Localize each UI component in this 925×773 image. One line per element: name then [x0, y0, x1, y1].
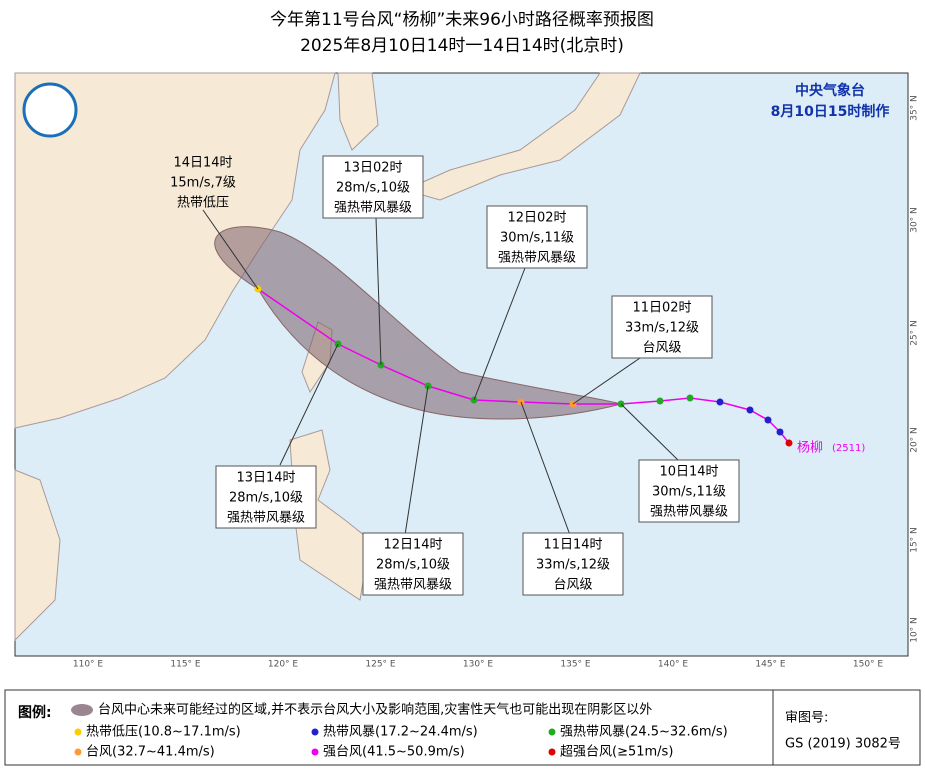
callout-text: 28m/s,10级 — [376, 558, 450, 573]
agency: 中央气象台 — [795, 82, 865, 99]
lon-label: 120° E — [268, 660, 299, 670]
map — [14, 72, 909, 657]
callout-text: 15m/s,7级 — [170, 176, 236, 191]
legend-item: 热带风暴(17.2~24.4m/s) — [323, 725, 478, 740]
callout-text: 强热带风暴级 — [227, 511, 305, 526]
callout-text: 台风级 — [642, 341, 681, 356]
callout-text: 强热带风暴级 — [334, 201, 412, 216]
lat-label: 15° N — [910, 527, 920, 553]
review-number: GS (2019) 3082号 — [785, 737, 901, 752]
lon-label: 130° E — [463, 660, 494, 670]
callout-text: 12日14时 — [383, 538, 442, 553]
callout-box — [638, 459, 740, 523]
lon-label: 110° E — [73, 660, 104, 670]
callout-text: 强热带风暴级 — [498, 251, 576, 266]
review-label: 审图号: — [785, 711, 828, 726]
callout-text: 11日02时 — [632, 301, 691, 316]
callout-text: 强热带风暴级 — [650, 505, 728, 520]
lon-label: 125° E — [365, 660, 396, 670]
callout-text: 10日14时 — [659, 465, 718, 480]
callout-box — [362, 532, 464, 596]
callout-box — [611, 295, 713, 359]
lat-label: 10° N — [910, 617, 920, 643]
callout-box — [322, 155, 424, 219]
lat-label: 35° N — [910, 95, 920, 121]
legend-cone: 台风中心未来可能经过的区域,并不表示台风大小及影响范围,灾害性天气也可能出现在阴… — [98, 702, 652, 718]
lat-label: 25° N — [910, 320, 920, 346]
callout-box — [215, 465, 317, 529]
legend-item: 超强台风(≥51m/s) — [560, 745, 673, 760]
lon-label: 140° E — [658, 660, 689, 670]
lat-label: 30° N — [910, 207, 920, 233]
callout-text: 28m/s,10级 — [229, 491, 303, 506]
callout-text: 28m/s,10级 — [336, 181, 410, 196]
legend-item: 强台风(41.5~50.9m/s) — [323, 745, 465, 760]
legend-item: 热带低压(10.8~17.1m/s) — [86, 725, 241, 740]
callout-text: 14日14时 — [173, 156, 232, 171]
callout-text: 33m/s,12级 — [536, 558, 610, 573]
legend-dot — [74, 728, 82, 736]
callout-box — [522, 532, 624, 596]
callout-text: 30m/s,11级 — [652, 485, 726, 500]
callout-text: 12日02时 — [507, 211, 566, 226]
made-time: 8月10日15时制作 — [771, 103, 890, 120]
legend: 图例: 台风中心未来可能经过的区域,并不表示台风大小及影响范围,灾害性天气也可能… — [4, 689, 921, 766]
legend-dot — [548, 748, 556, 756]
lon-label: 115° E — [170, 660, 201, 670]
legend-title: 图例: — [18, 704, 52, 721]
callout-text: 13日02时 — [343, 161, 402, 176]
storm-name: 杨柳 — [797, 441, 823, 456]
callout-text: 13日14时 — [236, 471, 295, 486]
title: 今年第11号台风“杨柳”未来96小时路径概率预报图 — [270, 10, 654, 30]
legend-dot — [74, 748, 82, 756]
legend-dot — [311, 728, 319, 736]
legend-dot — [311, 748, 319, 756]
callout-text: 强热带风暴级 — [374, 578, 452, 593]
lon-label: 135° E — [560, 660, 591, 670]
callout-text: 热带低压 — [177, 196, 229, 211]
legend-dot — [548, 728, 556, 736]
callout-text: 台风级 — [553, 578, 592, 593]
lon-label: 150° E — [853, 660, 884, 670]
lat-label: 20° N — [910, 427, 920, 453]
storm-id: (2511) — [832, 443, 865, 454]
subtitle: 2025年8月10日14时一14日14时(北京时) — [300, 36, 624, 56]
callout-text: 33m/s,12级 — [625, 321, 699, 336]
callout-text: 30m/s,11级 — [500, 231, 574, 246]
legend-item: 强热带风暴(24.5~32.6m/s) — [560, 725, 728, 740]
callout-box — [486, 205, 588, 269]
lon-label: 145° E — [755, 660, 786, 670]
legend-item: 台风(32.7~41.4m/s) — [86, 745, 215, 760]
callout-text: 11日14时 — [543, 538, 602, 553]
